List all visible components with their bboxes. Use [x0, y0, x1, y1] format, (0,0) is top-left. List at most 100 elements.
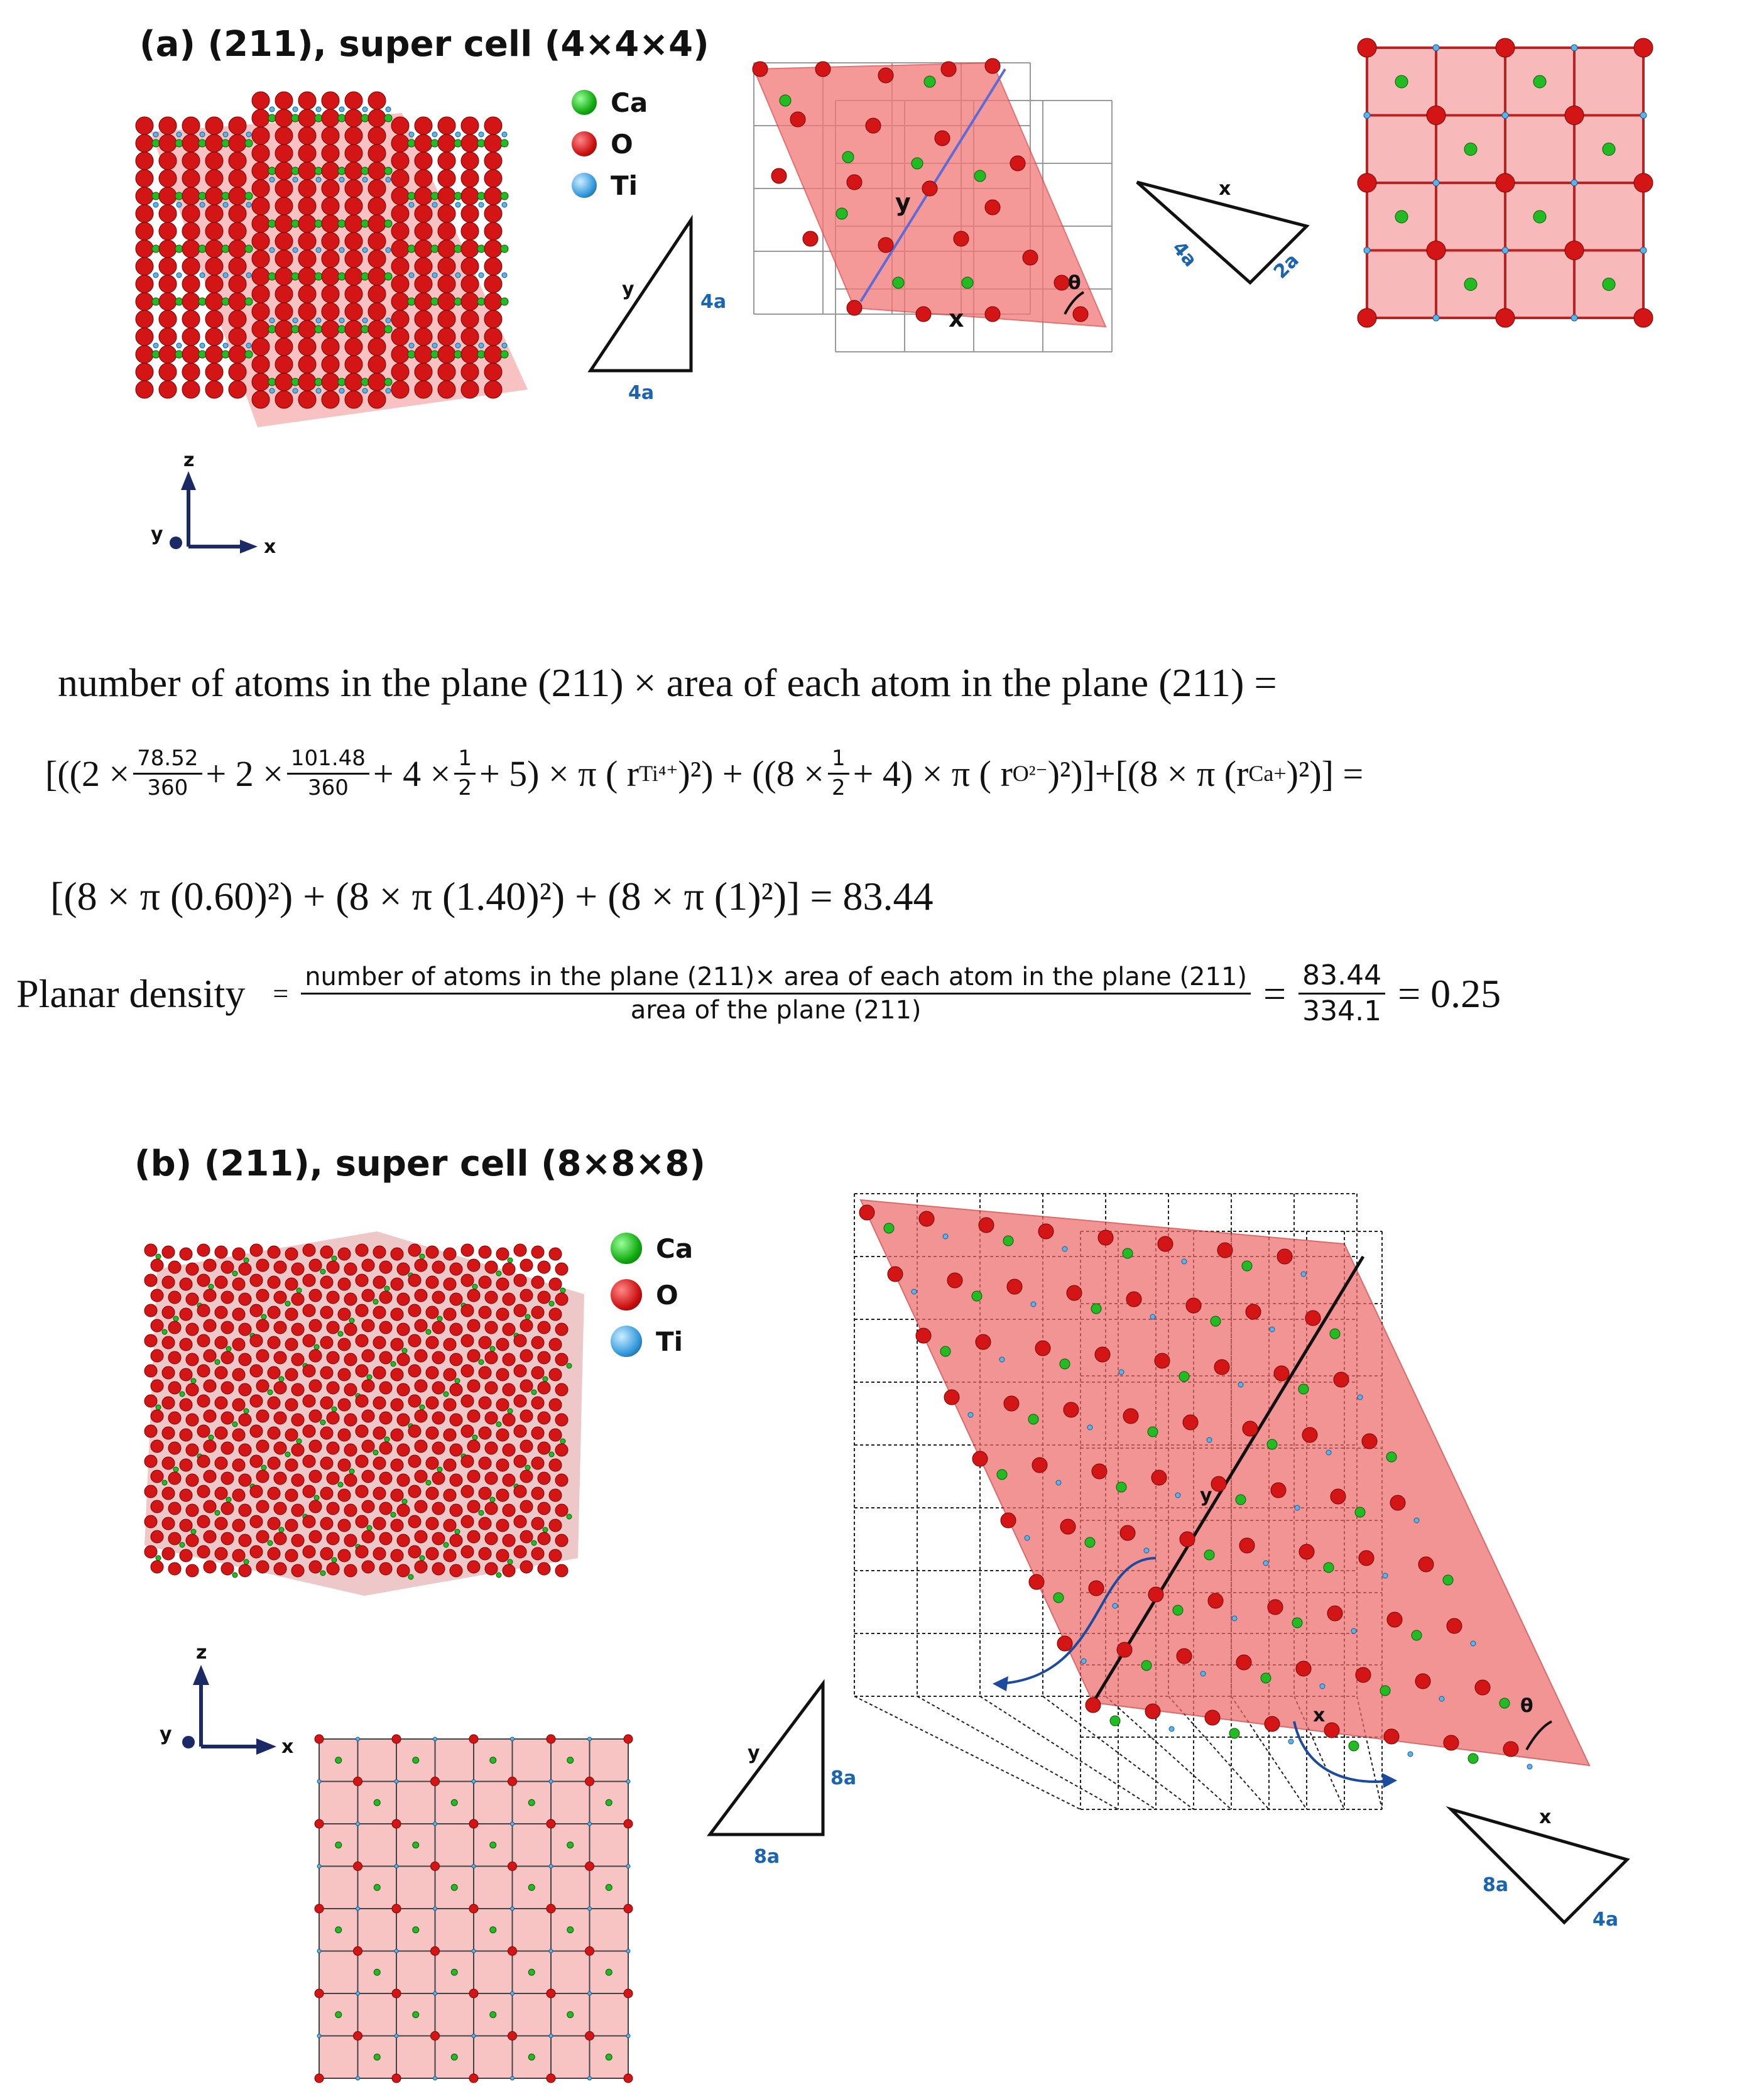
o-atom [220, 1381, 234, 1395]
o-atom [537, 1290, 551, 1304]
o-atom [1148, 1586, 1164, 1603]
eq2-ti-sub: Ti⁴⁺ [639, 761, 678, 787]
o-atom [291, 1292, 305, 1306]
o-atom [414, 204, 433, 223]
o-atom [390, 1518, 404, 1532]
o-atom [513, 1454, 527, 1468]
o-atom [321, 373, 340, 391]
o-atom [275, 320, 293, 339]
o-atom [179, 1488, 193, 1502]
o-atom [414, 169, 433, 188]
ca-atom [1292, 1617, 1303, 1628]
o-atom [484, 363, 503, 381]
o-atom [502, 1473, 516, 1487]
ca-atom [443, 1391, 449, 1397]
o-atom [508, 2031, 517, 2041]
o-atom [391, 239, 410, 258]
o-atom [251, 144, 270, 163]
o-atom [918, 1211, 935, 1227]
ca-atom [1464, 143, 1478, 156]
o-atom [1302, 1427, 1318, 1443]
o-atom [373, 1396, 386, 1410]
ca-atom [285, 1451, 291, 1458]
o-atom [1295, 1660, 1312, 1677]
ca-atom [1147, 1426, 1158, 1437]
o-atom [379, 1441, 393, 1455]
o-atom [168, 1321, 182, 1334]
planar-eq-2: = [1263, 971, 1287, 1016]
o-atom [368, 390, 386, 409]
o-atom [548, 1368, 562, 1382]
ti-atom [1501, 112, 1509, 119]
ca-atom [430, 139, 439, 148]
o-atom [302, 1424, 316, 1438]
ca-atom [477, 139, 486, 148]
o-atom [531, 1396, 545, 1410]
o-atom [182, 363, 200, 381]
ti-atom [292, 106, 298, 112]
o-atom [1426, 241, 1446, 260]
cube-y-label: y [895, 188, 911, 216]
o-atom [1094, 1346, 1111, 1363]
o-atom [496, 1247, 509, 1261]
o-atom [302, 1515, 316, 1529]
o-atom [251, 91, 270, 110]
o-atom [846, 300, 863, 316]
o-atom [238, 1262, 252, 1276]
o-atom [251, 267, 270, 286]
o-atom [275, 126, 293, 145]
ca-atom [1084, 1537, 1096, 1548]
o-atom [408, 1485, 422, 1498]
o-atom [1038, 1223, 1054, 1240]
triangle-y-label: y [622, 278, 634, 300]
o-atom [414, 1530, 428, 1544]
o-atom [443, 1458, 457, 1472]
legend-b-label-ti: Ti [656, 1326, 683, 1357]
ca-atom [1348, 1740, 1359, 1752]
o-atom [158, 292, 177, 311]
o-atom [467, 1289, 481, 1302]
o-atom [1207, 1593, 1224, 1609]
o-atom [496, 1398, 509, 1412]
o-atom [460, 1394, 474, 1408]
o-atom [414, 187, 433, 205]
o-atom [546, 1819, 556, 1829]
o-atom [326, 1532, 340, 1546]
o-atom [1355, 1667, 1371, 1683]
o-atom [555, 1443, 569, 1457]
o-atom [1333, 1371, 1349, 1388]
o-atom [802, 231, 819, 247]
o-atom [484, 327, 503, 346]
o-atom [361, 1289, 375, 1302]
o-atom [1503, 1741, 1519, 1757]
o-atom [321, 337, 340, 356]
o-atom [251, 320, 270, 339]
o-atom [396, 1262, 410, 1276]
o-atom [467, 1560, 481, 1574]
o-atom [135, 204, 154, 223]
ti-atom [1206, 1437, 1212, 1443]
ca-atom [268, 325, 276, 334]
triangle-b-left-label: 8a [1483, 1874, 1508, 1896]
legend-b-item-ca: Ca [611, 1225, 736, 1272]
ca-atom [198, 192, 207, 200]
o-atom [484, 169, 503, 188]
o-atom [197, 1304, 210, 1317]
ca-atom [525, 1464, 531, 1471]
o-atom [251, 214, 270, 233]
o-atom [161, 1336, 175, 1349]
o-atom [220, 1290, 234, 1304]
o-atom [302, 1364, 316, 1378]
o-atom [158, 275, 177, 293]
ca-atom [525, 1314, 531, 1320]
ca-atom [489, 1497, 496, 1503]
ca-atom [1235, 1494, 1246, 1505]
o-atom [520, 1289, 533, 1302]
ti-atom [510, 1736, 514, 1742]
o-atom [353, 1777, 362, 1786]
o-atom [548, 1247, 562, 1261]
ca-atom [412, 2011, 420, 2019]
o-atom [432, 1471, 445, 1485]
o-atom [555, 1262, 569, 1276]
eq2-frac-1: 78.52 360 [133, 747, 202, 799]
